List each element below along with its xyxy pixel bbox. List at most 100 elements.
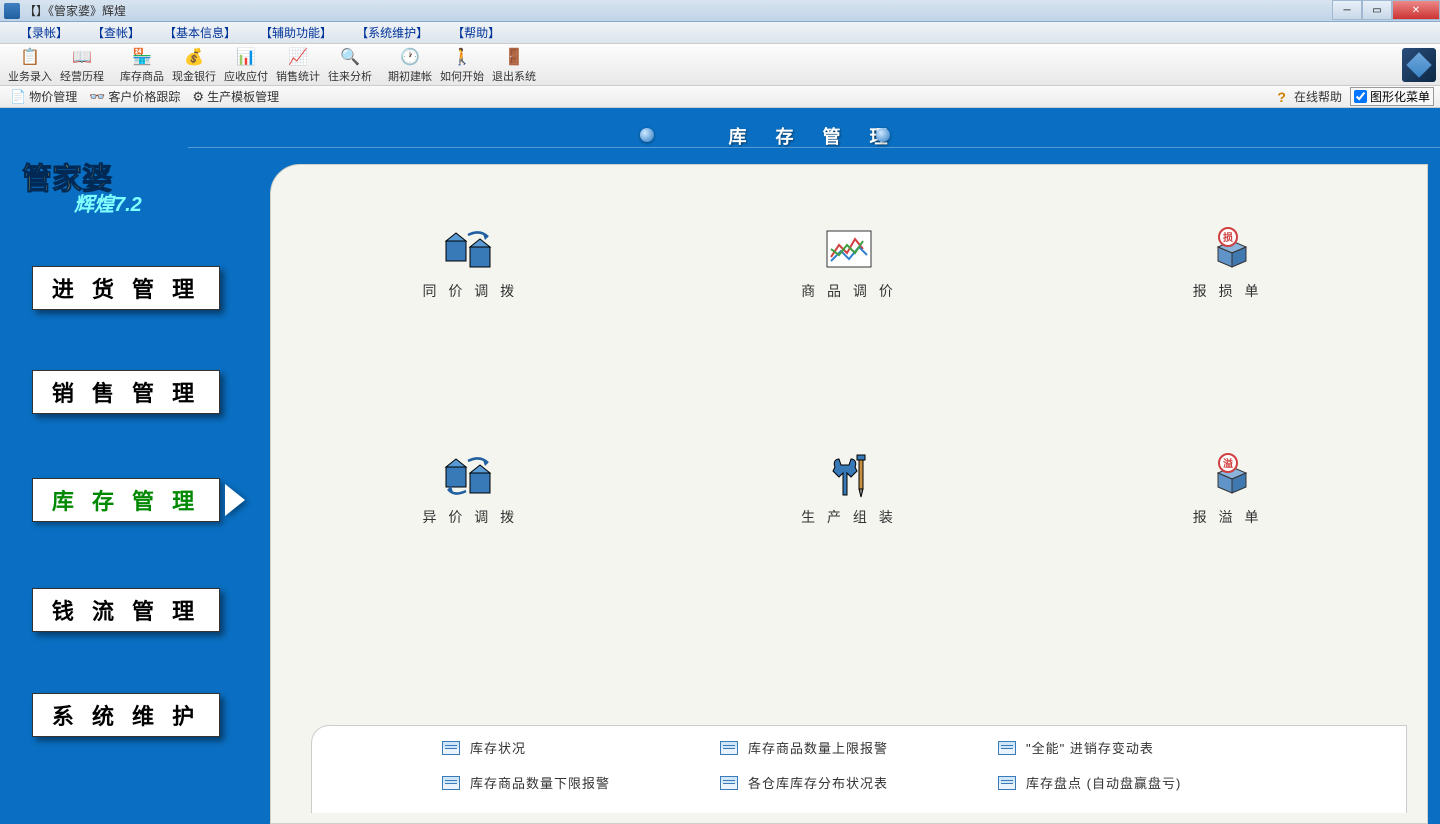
- company-logo-icon: [1402, 48, 1436, 82]
- stats-icon: 📈: [287, 46, 309, 68]
- analysis-icon: 🔍: [339, 46, 361, 68]
- link-label: 库存商品数量上限报警: [748, 738, 888, 757]
- tool-label: 经营历程: [60, 68, 104, 84]
- tool-label: 如何开始: [440, 68, 484, 84]
- tool-label: 应收应付: [224, 68, 268, 84]
- menu-query[interactable]: 【查帐】: [80, 22, 152, 43]
- secondary-toolbar: 📄物价管理 👓客户价格跟踪 ⚙生产模板管理 ? 在线帮助 图形化菜单: [0, 86, 1440, 108]
- assembly-icon: [819, 451, 879, 499]
- report-icon: [720, 741, 738, 755]
- function-grid: 同 价 调 拨 商 品 调 价: [281, 225, 1417, 527]
- loss-report-icon: 损: [1198, 225, 1258, 273]
- nav-system[interactable]: 系 统 维 护: [32, 693, 220, 737]
- clock-icon: 🕐: [399, 46, 421, 68]
- nav-inventory[interactable]: 库 存 管 理: [32, 478, 220, 522]
- warehouse-icon: 🏪: [131, 46, 153, 68]
- online-help-link[interactable]: 在线帮助: [1290, 87, 1346, 106]
- link-upper-alarm[interactable]: 库存商品数量上限报警: [720, 738, 998, 757]
- func-diff-price-transfer[interactable]: 异 价 调 拨: [422, 451, 518, 527]
- func-label: 报 损 单: [1193, 281, 1263, 301]
- tool-label: 往来分析: [328, 68, 372, 84]
- link-stock-status[interactable]: 库存状况: [442, 738, 720, 757]
- doc-icon: 📄: [10, 89, 26, 105]
- tool-sales-stats[interactable]: 📈销售统计: [272, 44, 324, 86]
- link-full-change[interactable]: "全能" 进销存变动表: [998, 738, 1276, 757]
- svg-text:损: 损: [1223, 231, 1233, 244]
- left-nav: 管家婆 辉煌7.2 进 货 管 理 销 售 管 理 库 存 管 理 钱 流 管 …: [0, 108, 245, 824]
- tool-history[interactable]: 📖经营历程: [56, 44, 108, 86]
- menu-aux[interactable]: 【辅助功能】: [248, 22, 344, 43]
- nav-sales[interactable]: 销 售 管 理: [32, 370, 220, 414]
- func-label: 生 产 组 装: [801, 507, 897, 527]
- link-label: "全能" 进销存变动表: [1026, 738, 1154, 757]
- tool-label: 销售统计: [276, 68, 320, 84]
- overflow-report-icon: 溢: [1198, 451, 1258, 499]
- link-lower-alarm[interactable]: 库存商品数量下限报警: [442, 773, 720, 792]
- tool-customer-price-track[interactable]: 👓客户价格跟踪: [85, 87, 184, 106]
- link-label: 库存状况: [470, 738, 526, 757]
- svg-text:溢: 溢: [1223, 457, 1233, 470]
- func-label: 报 溢 单: [1193, 507, 1263, 527]
- func-assembly[interactable]: 生 产 组 装: [801, 451, 897, 527]
- menubar: 【录帐】 【查帐】 【基本信息】 【辅助功能】 【系统维护】 【帮助】: [0, 22, 1440, 44]
- maximize-button[interactable]: ▭: [1362, 0, 1392, 20]
- tool-stock[interactable]: 🏪库存商品: [116, 44, 168, 86]
- tool-template-manage[interactable]: ⚙生产模板管理: [188, 87, 283, 106]
- graphic-menu-checkbox[interactable]: 图形化菜单: [1350, 87, 1434, 106]
- func-label: 异 价 调 拨: [422, 507, 518, 527]
- menu-help[interactable]: 【帮助】: [440, 22, 512, 43]
- func-adjust-price[interactable]: 商 品 调 价: [801, 225, 897, 301]
- tool-exit[interactable]: 🚪退出系统: [488, 44, 540, 86]
- minimize-button[interactable]: ─: [1332, 0, 1362, 20]
- tool-label: 现金银行: [172, 68, 216, 84]
- tool-label: 客户价格跟踪: [108, 88, 180, 105]
- help-icon: ?: [1277, 89, 1286, 105]
- link-warehouse-dist[interactable]: 各仓库库存分布状况表: [720, 773, 998, 792]
- tool-analysis[interactable]: 🔍往来分析: [324, 44, 376, 86]
- close-button[interactable]: ✕: [1392, 0, 1440, 20]
- func-loss-report[interactable]: 损 报 损 单: [1193, 225, 1263, 301]
- func-label: 同 价 调 拨: [422, 281, 518, 301]
- tool-label: 库存商品: [120, 68, 164, 84]
- main-area: 库 存 管 理 管家婆 辉煌7.2 进 货 管 理 销 售 管 理 库 存 管 …: [0, 108, 1440, 824]
- nav-cashflow[interactable]: 钱 流 管 理: [32, 588, 220, 632]
- menu-system[interactable]: 【系统维护】: [344, 22, 440, 43]
- logo-text-sub: 辉煌7.2: [74, 188, 142, 217]
- tool-label: 生产模板管理: [207, 88, 279, 105]
- graphic-menu-checkbox-input[interactable]: [1354, 90, 1367, 103]
- transfer-diff-icon: [440, 451, 500, 499]
- tool-receivable[interactable]: 📊应收应付: [220, 44, 272, 86]
- menu-basic-info[interactable]: 【基本信息】: [152, 22, 248, 43]
- link-stocktake[interactable]: 库存盘点 (自动盘赢盘亏): [998, 773, 1276, 792]
- history-icon: 📖: [71, 46, 93, 68]
- cash-icon: 💰: [183, 46, 205, 68]
- exit-icon: 🚪: [503, 46, 525, 68]
- template-icon: ⚙: [192, 89, 204, 105]
- nav-purchase[interactable]: 进 货 管 理: [32, 266, 220, 310]
- tool-cash[interactable]: 💰现金银行: [168, 44, 220, 86]
- tool-label: 物价管理: [29, 88, 77, 105]
- menu-record[interactable]: 【录帐】: [8, 22, 80, 43]
- tool-price-manage[interactable]: 📄物价管理: [6, 87, 81, 106]
- window-title: 【】《管家婆》辉煌: [24, 2, 126, 19]
- window-controls: ─ ▭ ✕: [1332, 0, 1440, 20]
- report-icon: [442, 741, 460, 755]
- app-icon: [4, 3, 20, 19]
- checkbox-label: 图形化菜单: [1370, 88, 1430, 105]
- report-icon: [442, 776, 460, 790]
- page-title: 库 存 管 理: [728, 123, 899, 149]
- content-panel: 同 价 调 拨 商 品 调 价: [270, 164, 1428, 824]
- report-icon: [998, 741, 1016, 755]
- link-label: 库存盘点 (自动盘赢盘亏): [1026, 773, 1181, 792]
- func-same-price-transfer[interactable]: 同 价 调 拨: [422, 225, 518, 301]
- tool-label: 退出系统: [492, 68, 536, 84]
- func-label: 商 品 调 价: [801, 281, 897, 301]
- tool-init[interactable]: 🕐期初建帐: [384, 44, 436, 86]
- func-overflow-report[interactable]: 溢 报 溢 单: [1193, 451, 1263, 527]
- report-icon: [720, 776, 738, 790]
- tool-how-start[interactable]: 🚶如何开始: [436, 44, 488, 86]
- titlebar: 【】《管家婆》辉煌 ─ ▭ ✕: [0, 0, 1440, 22]
- tool-label: 业务录入: [8, 68, 52, 84]
- tool-business-entry[interactable]: 📋业务录入: [4, 44, 56, 86]
- decor-dot-icon: [640, 128, 654, 142]
